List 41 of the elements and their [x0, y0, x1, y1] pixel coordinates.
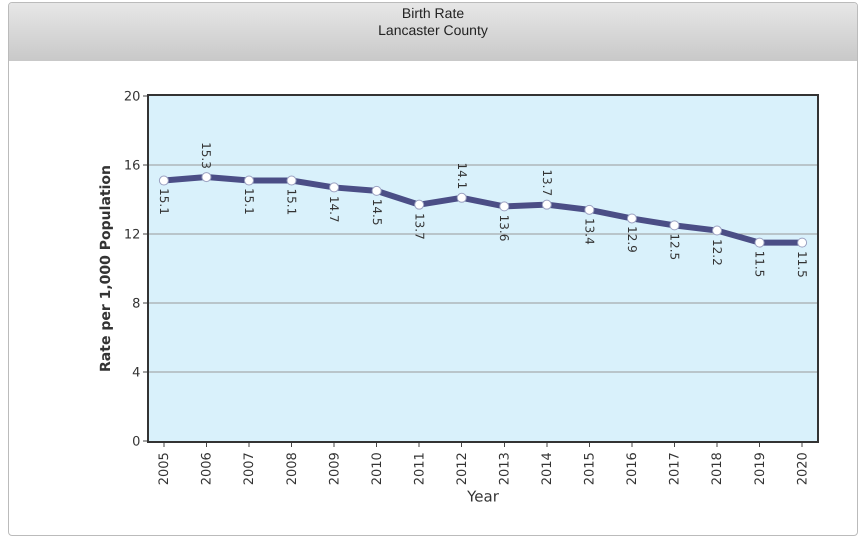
x-tick-label: 2011: [412, 452, 428, 486]
data-label: 15.1: [156, 188, 171, 215]
x-axis-title: Year: [466, 487, 500, 506]
x-tick-label: 2019: [752, 452, 768, 486]
x-tick-label: 2005: [157, 452, 172, 486]
data-label: 14.1: [455, 162, 470, 190]
x-tick-label: 2018: [710, 452, 726, 486]
data-label: 13.6: [497, 214, 512, 242]
data-label: 14.5: [370, 198, 384, 226]
y-tick-label: 4: [132, 366, 140, 381]
data-label: 14.7: [327, 196, 342, 223]
data-label: 15.1: [242, 188, 256, 215]
x-tick-label: 2015: [582, 452, 598, 486]
y-axis-title: Rate per 1,000 Population: [98, 165, 114, 372]
y-tick-label: 16: [124, 158, 140, 174]
x-tick-label: 2013: [497, 452, 512, 486]
data-label: 12.9: [624, 226, 639, 253]
y-tick-label: 8: [132, 296, 140, 312]
x-tick-label: 2006: [200, 452, 215, 486]
data-label: 13.4: [582, 218, 597, 245]
x-tick-label: 2017: [668, 452, 683, 486]
y-tick-label: 12: [124, 228, 140, 243]
x-tick-label: 2016: [625, 452, 640, 486]
x-tick-label: 2010: [370, 452, 385, 486]
x-tick-label: 2008: [284, 452, 300, 486]
data-label: 15.3: [199, 142, 214, 169]
y-tick-label: 20: [124, 90, 140, 105]
data-label: 13.7: [540, 169, 554, 196]
data-label: 11.5: [795, 251, 810, 278]
x-tick-label: 2007: [242, 452, 258, 486]
data-label: 15.1: [284, 188, 299, 216]
x-tick-label: 2009: [327, 452, 342, 486]
data-label: 13.7: [412, 213, 426, 240]
chart-title: Birth Rate Lancaster County: [9, 3, 857, 61]
x-tick-label: 2020: [795, 452, 810, 486]
y-tick-label: 0: [132, 434, 140, 450]
data-label: 11.5: [752, 250, 767, 278]
data-label: 12.5: [667, 233, 682, 260]
x-tick-label: 2012: [454, 452, 470, 486]
x-tick-label: 2014: [540, 452, 556, 486]
data-label: 12.2: [710, 239, 724, 266]
